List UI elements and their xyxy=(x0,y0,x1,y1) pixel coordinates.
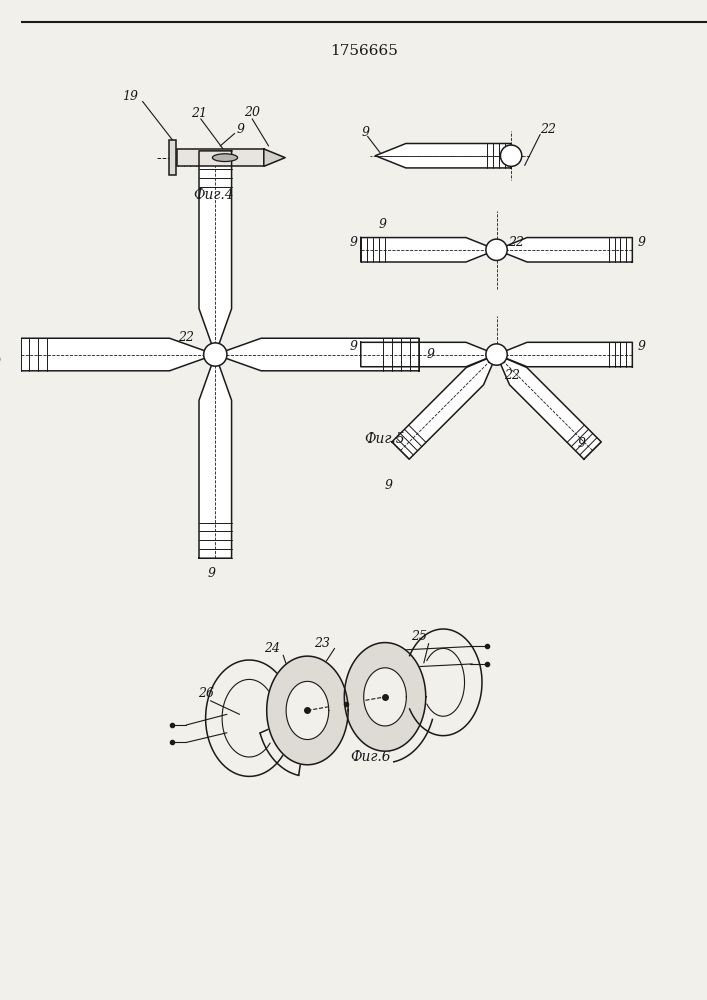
Text: 9: 9 xyxy=(349,236,357,249)
Text: 9: 9 xyxy=(578,437,586,450)
Text: 9: 9 xyxy=(378,218,386,231)
Polygon shape xyxy=(344,643,426,751)
Text: 9: 9 xyxy=(427,348,435,361)
Bar xyxy=(169,140,175,175)
Polygon shape xyxy=(361,238,496,262)
Text: 23: 23 xyxy=(314,637,330,650)
Text: Фиг.4: Фиг.4 xyxy=(193,188,234,202)
Text: 22: 22 xyxy=(508,236,524,249)
Polygon shape xyxy=(496,342,632,367)
Text: 9: 9 xyxy=(208,567,216,580)
Polygon shape xyxy=(264,149,285,166)
Text: 22: 22 xyxy=(178,331,194,344)
Text: Фиг.5: Фиг.5 xyxy=(365,432,405,446)
Circle shape xyxy=(501,145,522,166)
Text: 9: 9 xyxy=(361,126,370,139)
Circle shape xyxy=(486,239,507,260)
Text: 25: 25 xyxy=(411,630,427,643)
Text: 24: 24 xyxy=(264,642,279,655)
Polygon shape xyxy=(199,355,232,558)
Text: 20: 20 xyxy=(244,106,260,119)
Text: 22: 22 xyxy=(540,123,556,136)
Polygon shape xyxy=(496,238,632,262)
Polygon shape xyxy=(361,342,496,367)
Text: 1756665: 1756665 xyxy=(329,44,397,58)
Text: 9: 9 xyxy=(385,479,393,492)
Polygon shape xyxy=(375,143,511,168)
Polygon shape xyxy=(199,151,232,355)
Polygon shape xyxy=(11,338,216,371)
Circle shape xyxy=(486,344,507,365)
Text: 22: 22 xyxy=(504,369,520,382)
Text: 26: 26 xyxy=(197,687,214,700)
Text: 9: 9 xyxy=(637,236,645,249)
Text: 21: 21 xyxy=(191,107,207,120)
Text: 9: 9 xyxy=(237,123,245,136)
Polygon shape xyxy=(496,355,601,459)
Bar xyxy=(177,149,264,166)
Polygon shape xyxy=(216,338,419,371)
Text: 9: 9 xyxy=(349,340,357,353)
Text: Фиг.6: Фиг.6 xyxy=(350,750,391,764)
Polygon shape xyxy=(267,656,348,765)
Circle shape xyxy=(204,343,227,366)
Polygon shape xyxy=(392,355,496,459)
Text: 19: 19 xyxy=(122,90,138,103)
Ellipse shape xyxy=(212,154,238,162)
Text: 9: 9 xyxy=(637,340,645,353)
